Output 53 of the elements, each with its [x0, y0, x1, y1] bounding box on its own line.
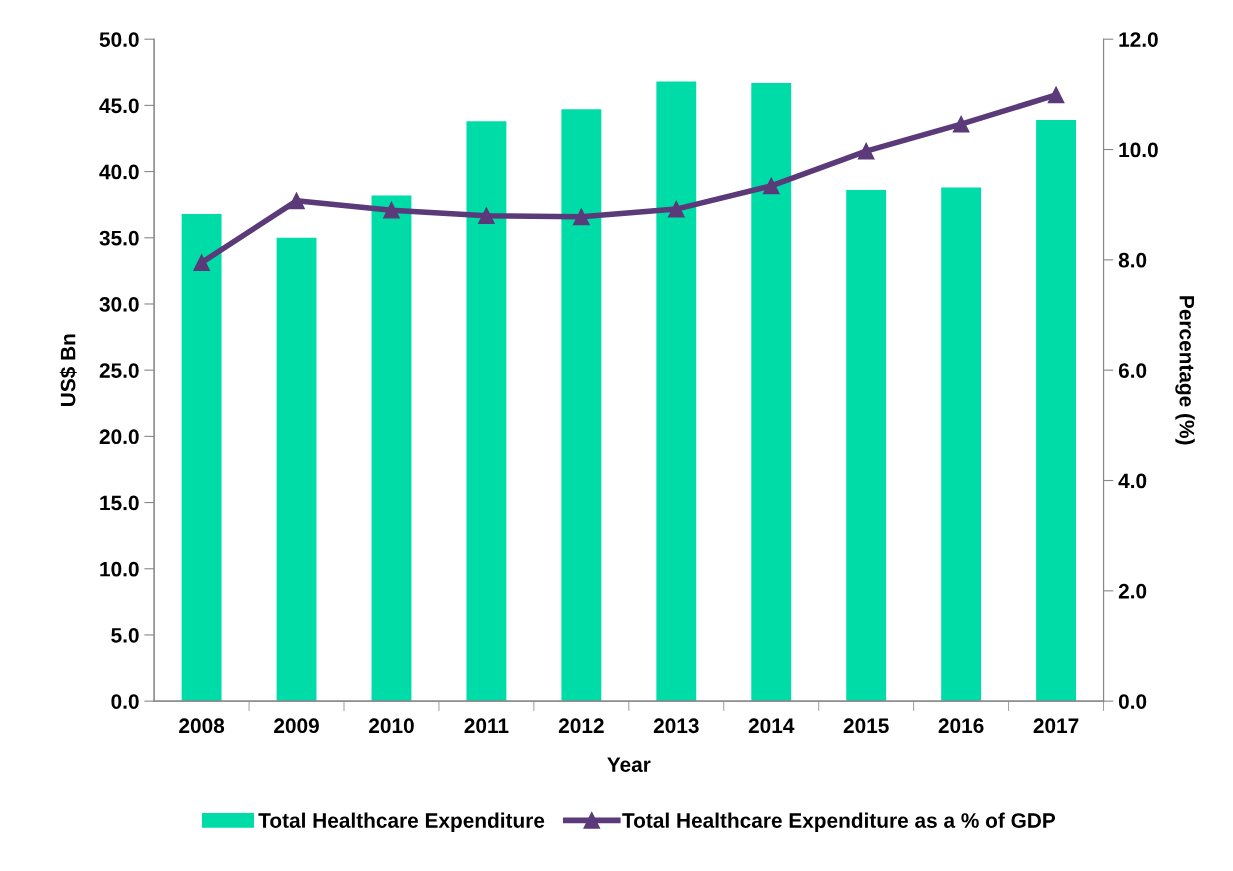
bar: [941, 187, 982, 702]
bar: [561, 109, 602, 702]
y2-tick-label: 4.0: [1118, 473, 1147, 489]
y-tick-label: 40.0: [99, 164, 139, 180]
y-axis-title: US$ Bn: [59, 334, 77, 406]
y2-tick-label: 10.0: [1119, 142, 1158, 158]
bar: [371, 195, 412, 702]
y2-tick-label: 0.0: [1118, 694, 1147, 709]
point: [573, 208, 590, 226]
bar: [1036, 119, 1076, 702]
bar: [656, 81, 697, 702]
x-tick-label: 2010: [369, 718, 414, 734]
x-tick-label: 2013: [653, 718, 699, 734]
y-tick-label: 15.0: [100, 495, 139, 511]
y2-tick-label: 2.0: [1118, 583, 1147, 599]
point: [478, 207, 495, 225]
y-tick-label: 30.0: [99, 296, 139, 312]
point: [383, 201, 400, 219]
y-tick-label: 45.0: [99, 98, 139, 114]
point: [667, 200, 685, 218]
point: [857, 142, 875, 160]
y-tick-label: 10.0: [100, 561, 139, 577]
y-tick-label: 25.0: [99, 363, 139, 378]
x-tick-label: 2012: [558, 718, 604, 734]
x-tick-label: 2011: [464, 718, 509, 734]
point: [762, 177, 780, 195]
point: [952, 115, 970, 133]
bar: [846, 190, 887, 702]
bar: [751, 82, 792, 702]
y2-tick-label: 6.0: [1118, 363, 1147, 378]
y-tick-label: 50.0: [99, 32, 139, 47]
x-tick-label: 2017: [1033, 718, 1079, 734]
point: [1047, 86, 1065, 104]
x-tick-label: 2008: [179, 718, 225, 734]
legend-label: Total Healthcare Expenditure as a % of GDP: [622, 812, 1056, 832]
x-tick-label: 2009: [274, 718, 319, 734]
bar: [466, 121, 507, 702]
y-tick-label: 20.0: [99, 429, 139, 445]
y-tick-label: 5.0: [111, 627, 139, 643]
bar: [276, 237, 317, 702]
y2-tick-label: 8.0: [1118, 252, 1147, 268]
x-tick-label: 2014: [748, 718, 795, 734]
x-tick-label: 2016: [938, 718, 984, 734]
y2-axis-title: Percentage (%): [1175, 296, 1195, 445]
point: [193, 254, 210, 271]
y-tick-label: 35.0: [99, 230, 139, 246]
y2-tick-label: 12.0: [1119, 32, 1158, 47]
x-tick-label: 2015: [843, 718, 889, 734]
legend-label: Total Healthcare Expenditure: [258, 812, 545, 832]
x-axis-title: Year: [607, 757, 651, 772]
y-tick-label: 0.0: [111, 694, 139, 709]
point: [288, 192, 305, 210]
bar: [181, 213, 222, 702]
